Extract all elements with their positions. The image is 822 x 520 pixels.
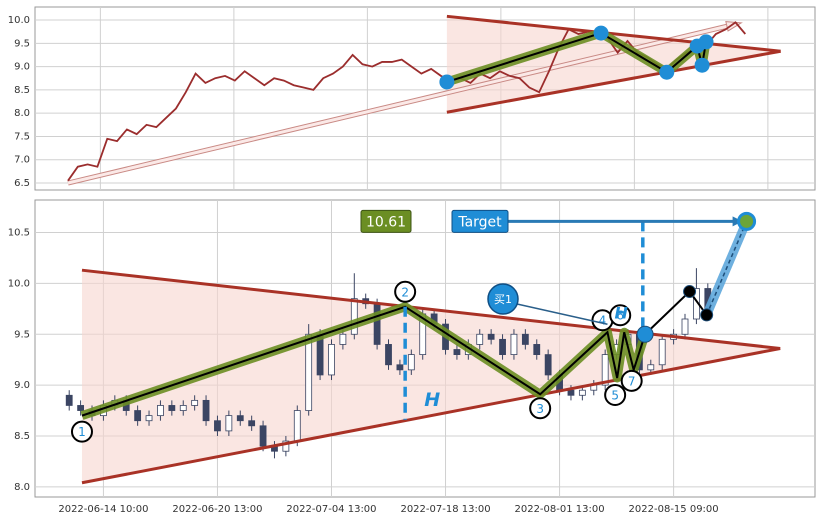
target-box <box>451 209 509 233</box>
y-tick-label: 7.0 <box>14 155 30 166</box>
target-dot <box>737 211 757 231</box>
candle-body <box>236 415 244 422</box>
candle-body <box>510 333 518 356</box>
triangle-fill <box>81 270 781 483</box>
candle-body <box>578 389 586 396</box>
candle-body <box>157 405 164 417</box>
buy-marker <box>487 283 519 315</box>
candle-body <box>339 333 347 345</box>
candle-body <box>259 425 267 447</box>
candle-body <box>601 354 609 386</box>
candle-body <box>77 405 85 411</box>
zigzag-line <box>81 305 647 417</box>
x-tick-label: 2022-08-15 09:00 <box>629 504 719 515</box>
y-tick-label: 7.5 <box>14 131 30 142</box>
triangle-upper <box>446 14 781 53</box>
pivot-label: 7 <box>628 374 636 388</box>
pivot-circle <box>394 280 417 303</box>
candle-body <box>305 333 313 411</box>
pivot-circle <box>529 397 552 420</box>
target-value-label: 10.61 <box>366 214 406 230</box>
pivot-label: 6 <box>616 309 624 323</box>
x-tick-label: 2022-07-18 13:00 <box>400 504 490 515</box>
triangle-lower <box>446 49 781 114</box>
candle-body <box>385 344 392 366</box>
h-label: H <box>424 389 440 411</box>
buy-pointer <box>516 303 608 325</box>
pivot-circle <box>604 383 627 406</box>
candle-body <box>453 349 461 356</box>
candle-body <box>476 333 484 345</box>
candle-body <box>647 364 655 371</box>
y-tick-label: 9.5 <box>14 329 30 340</box>
y-tick-label: 6.5 <box>14 178 30 189</box>
candle-body <box>567 389 575 396</box>
candle-body <box>328 344 335 376</box>
value-box <box>360 209 412 233</box>
x-tick-label: 2022-07-04 13:00 <box>286 504 376 515</box>
pivot-label: 3 <box>536 402 544 416</box>
candle-body <box>168 405 176 411</box>
candle-body <box>214 420 221 432</box>
pivot-label: 5 <box>611 388 619 402</box>
candle-body <box>145 415 153 422</box>
candle-body <box>499 338 506 356</box>
candle-body <box>658 338 666 366</box>
candle-body <box>293 410 301 442</box>
y-tick-label: 10.0 <box>8 278 30 289</box>
buy-label: 买1 <box>494 293 512 306</box>
projection-dot <box>636 325 654 343</box>
candle-body <box>202 399 210 422</box>
pivot-label: 1 <box>78 425 86 439</box>
pivot-label: 2 <box>401 285 409 299</box>
candle-body <box>191 399 199 406</box>
y-tick-label: 10.0 <box>8 15 30 26</box>
x-tick-label: 2022-06-14 10:00 <box>58 504 148 515</box>
h-label: H <box>615 304 629 323</box>
y-tick-label: 9.5 <box>14 38 30 49</box>
candle-body <box>521 333 529 345</box>
candle-body <box>373 303 381 345</box>
pivot-label: 4 <box>599 314 607 328</box>
pivot-circle <box>620 369 643 392</box>
pivot-dot <box>698 34 714 50</box>
pivot-dot <box>439 74 455 90</box>
candle-body <box>396 364 404 371</box>
candle-body <box>134 410 142 422</box>
triangle-lower <box>81 347 781 485</box>
candle-body <box>681 318 689 335</box>
candle-body <box>282 440 290 452</box>
candle-body <box>350 298 358 335</box>
candle-body <box>65 394 73 406</box>
pivot-circle <box>70 420 93 443</box>
y-tick-label: 8.5 <box>14 431 30 442</box>
target-label: Target <box>457 214 502 230</box>
y-tick-label: 9.0 <box>14 62 30 73</box>
y-tick-label: 8.0 <box>14 482 30 493</box>
pivot-dot <box>659 64 675 80</box>
pivot-circle <box>609 304 632 327</box>
candle-body <box>225 415 233 432</box>
pivot-dot <box>694 57 710 73</box>
y-tick-label: 8.5 <box>14 85 30 96</box>
candle-body <box>533 344 541 356</box>
target-path <box>705 221 748 316</box>
x-tick-label: 2022-06-20 13:00 <box>172 504 262 515</box>
pivot-dot <box>593 25 609 41</box>
projection-dot <box>683 285 697 299</box>
x-tick-label: 2022-08-01 13:00 <box>514 504 604 515</box>
triangle-upper <box>81 268 781 350</box>
candle-body <box>179 405 187 411</box>
candle-body <box>544 354 552 376</box>
y-tick-label: 9.0 <box>14 380 30 391</box>
candle-body <box>487 333 495 340</box>
y-tick-label: 10.5 <box>8 228 30 239</box>
candle-body <box>407 354 415 371</box>
candle-body <box>248 420 256 427</box>
projection-dot <box>700 308 714 322</box>
y-tick-label: 8.0 <box>14 108 30 119</box>
